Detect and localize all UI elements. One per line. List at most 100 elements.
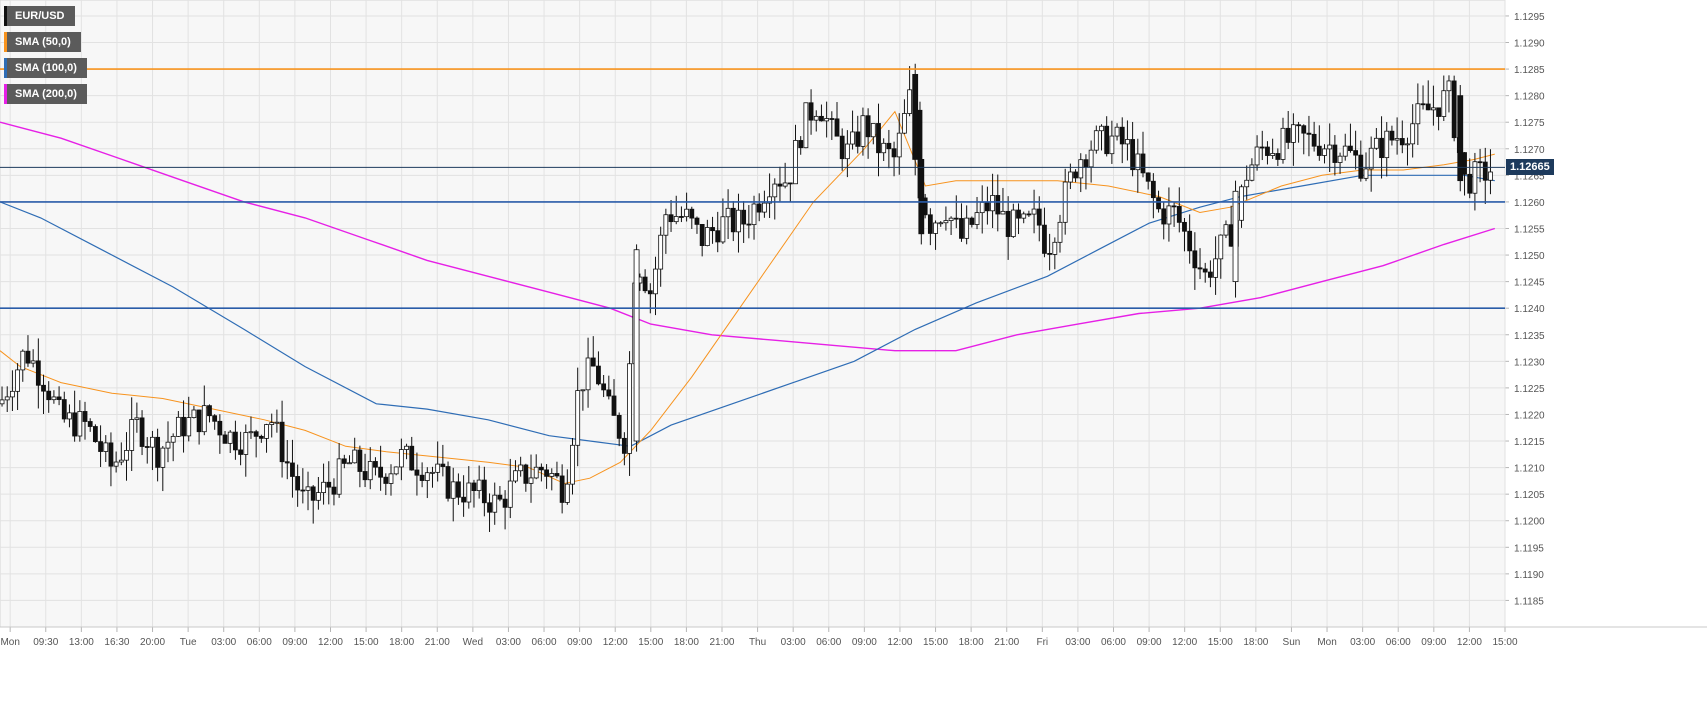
candle-body (1093, 130, 1099, 151)
candle-body (1119, 126, 1125, 145)
candle-body (440, 463, 446, 467)
legend-swatch (4, 58, 7, 78)
y-tick-label: 1.1290 (1514, 39, 1545, 50)
y-tick-label: 1.1245 (1514, 278, 1545, 289)
candle-body (886, 142, 892, 150)
candle-body (456, 481, 461, 498)
candle-body (1223, 224, 1229, 236)
candle-body (295, 476, 301, 491)
candle-body (829, 118, 835, 120)
x-tick-label: Mon (1317, 637, 1336, 648)
y-tick-label: 1.1225 (1514, 384, 1545, 395)
candle-body (165, 441, 171, 449)
candle-body (746, 223, 752, 226)
candle-body (155, 436, 161, 468)
candle-body (1213, 258, 1218, 278)
candle-body (461, 496, 467, 503)
legend-item-eurusd[interactable]: EUR/USD (4, 6, 75, 26)
candle-body (56, 396, 62, 400)
candle-body (134, 417, 140, 420)
legend-label: SMA (100,0) (15, 62, 77, 74)
candle-body (621, 437, 627, 454)
y-tick-label: 1.1260 (1514, 198, 1545, 209)
candle-body (30, 360, 36, 364)
candle-body (907, 89, 913, 114)
candle-body (497, 494, 503, 500)
candle-body (1373, 137, 1379, 149)
candle-body (248, 431, 254, 434)
candle-body (1425, 103, 1431, 111)
candle-body (0, 399, 5, 405)
legend-item-sma-100[interactable]: SMA (100,0) (4, 58, 87, 78)
candle-body (1187, 230, 1193, 252)
candle-body (435, 463, 441, 473)
candle-body (1192, 250, 1198, 269)
candle-body (896, 132, 902, 158)
candle-body (933, 222, 938, 234)
y-tick-label: 1.1275 (1514, 118, 1545, 129)
x-tick-label: 03:00 (781, 637, 806, 648)
candle-body (1182, 221, 1187, 232)
candle-body (518, 464, 524, 472)
candle-body (793, 140, 798, 185)
candle-body (367, 461, 373, 481)
current-price-badge: 1.12665 (1506, 159, 1554, 176)
x-tick-label: 06:00 (1101, 637, 1126, 648)
candle-body (331, 486, 337, 495)
candle-body (67, 412, 72, 420)
candle-body (860, 115, 866, 147)
candle-body (704, 227, 710, 247)
candle-body (341, 458, 347, 464)
x-tick-label: 12:00 (1457, 637, 1482, 648)
candle-body (10, 390, 15, 398)
candle-body (559, 475, 565, 503)
candle-body (538, 466, 544, 471)
candle-body (798, 140, 804, 149)
candle-body (1358, 154, 1364, 179)
candle-body (730, 207, 736, 233)
y-tick-label: 1.1205 (1514, 490, 1545, 501)
candle-body (953, 217, 959, 220)
candle-body (1316, 145, 1322, 156)
candle-body (144, 446, 150, 448)
candle-body (362, 471, 368, 481)
candle-body (1472, 161, 1478, 194)
legend-item-sma-200[interactable]: SMA (200,0) (4, 84, 87, 104)
candle-body (596, 365, 601, 385)
candle-body (606, 389, 612, 397)
candle-body (611, 395, 617, 416)
candle-body (1140, 153, 1146, 174)
y-axis-area (1505, 0, 1707, 627)
x-tick-label: 21:00 (994, 637, 1019, 648)
candle-body (108, 442, 114, 467)
candle-body (601, 383, 607, 391)
candle-body (212, 415, 218, 422)
candle-body (1150, 180, 1156, 199)
candle-body (1135, 153, 1141, 171)
y-tick-label: 1.1185 (1514, 596, 1544, 607)
candle-body (507, 480, 513, 508)
candle-body (487, 502, 492, 513)
x-tick-label: Thu (749, 637, 766, 648)
candle-body (782, 182, 788, 187)
candle-body (943, 220, 949, 224)
candle-body (777, 183, 783, 187)
candle-body (865, 115, 871, 138)
candle-body (767, 196, 772, 204)
y-tick-label: 1.1215 (1514, 437, 1545, 448)
legend-item-sma-50[interactable]: SMA (50,0) (4, 32, 81, 52)
candle-body (844, 143, 850, 160)
x-tick-label: 21:00 (709, 637, 734, 648)
y-tick-label: 1.1270 (1514, 145, 1545, 156)
candle-body (1218, 234, 1224, 260)
candle-body (891, 148, 897, 158)
x-tick-label: Sun (1283, 637, 1301, 648)
candle-body (1036, 208, 1042, 226)
legend-label: SMA (200,0) (15, 88, 77, 100)
candle-body (1270, 153, 1276, 156)
candle-body (1130, 139, 1136, 171)
candle-body (150, 436, 155, 448)
candle-body (274, 421, 280, 424)
candle-body (25, 350, 31, 364)
candle-body (554, 473, 560, 477)
